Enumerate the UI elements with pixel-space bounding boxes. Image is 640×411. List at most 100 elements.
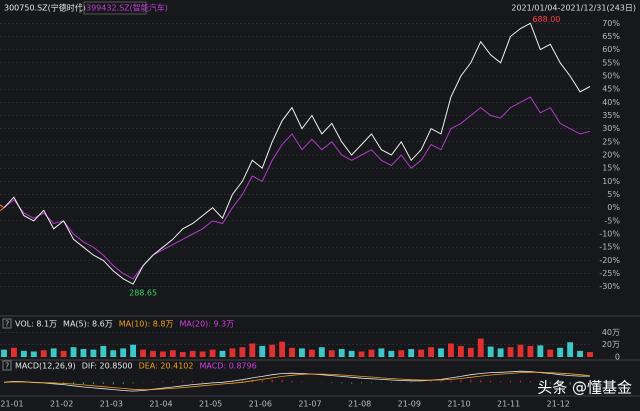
volume-bar	[239, 347, 246, 357]
y-tick-label: 45%	[602, 85, 620, 94]
volume-bar	[299, 348, 305, 357]
volume-bar	[1, 349, 7, 357]
x-tick-label: 21-12	[547, 400, 570, 409]
volume-bar	[487, 346, 494, 357]
help-mark[interactable]: ?	[5, 320, 9, 329]
low-label: 288.65	[129, 289, 157, 298]
volume-bar	[557, 347, 564, 357]
volume-bar	[398, 350, 405, 357]
x-tick-label: 21-09	[398, 400, 421, 409]
code-main: 300750.SZ(宁德时代)	[4, 3, 86, 13]
y-tick-label: 35%	[602, 111, 620, 120]
volume-bar	[517, 344, 524, 357]
x-tick-label: 21-11	[497, 400, 520, 409]
volume-bar	[249, 343, 256, 357]
y-tick-label: -20%	[599, 256, 620, 265]
volume-bar	[169, 350, 176, 357]
y-tick-label: 20%	[602, 151, 620, 160]
volume-bar	[90, 349, 97, 357]
y-tick-label: -25%	[599, 269, 620, 278]
volume-bar	[477, 338, 484, 357]
volume-bar	[507, 347, 514, 357]
series-line	[3, 22, 591, 285]
volume-bar	[438, 348, 444, 357]
volume-bar	[448, 343, 454, 357]
help-mark[interactable]: ?	[5, 362, 9, 371]
y-tick-label: -5%	[604, 216, 620, 225]
volume-bar	[259, 345, 266, 357]
volume-bar	[547, 349, 554, 357]
volume-bar	[159, 351, 166, 357]
y-tick-label: 60%	[602, 45, 620, 54]
volume-bar	[577, 350, 583, 357]
volume-bar	[229, 348, 236, 357]
x-tick-label: 21-01	[0, 400, 23, 409]
volume-bar	[289, 347, 295, 357]
y-tick-label: 65%	[602, 32, 620, 41]
volume-bar	[20, 350, 27, 357]
volume-bar	[60, 350, 67, 357]
volume-bar	[567, 342, 574, 357]
start-marker	[0, 204, 5, 212]
volume-bar	[80, 349, 87, 357]
macd-legend: DEA: 20.4102	[139, 362, 194, 371]
macd-legend: DIF: 20.8500	[82, 362, 133, 371]
volume-bar	[110, 350, 117, 357]
code-compare[interactable]: 399432.SZ(智能汽车)	[86, 3, 168, 13]
y-tick-label: 30%	[602, 124, 620, 133]
volume-bar	[140, 349, 146, 357]
series-line	[3, 96, 591, 280]
volume-bar	[179, 352, 186, 357]
date-range: 2021/01/04-2021/12/31(243日)	[511, 4, 636, 13]
y-tick-label: -15%	[599, 243, 620, 252]
volume-bar	[219, 350, 226, 357]
macd-legend: MACD(12,26,9)	[15, 362, 76, 371]
y-tick-label: -30%	[599, 282, 620, 291]
volume-bar	[537, 345, 544, 357]
high-label: 688.00	[532, 15, 560, 24]
x-tick-label: 21-03	[100, 400, 123, 409]
volume-bar	[150, 350, 156, 357]
help-icon[interactable]	[2, 360, 12, 371]
volume-bar	[11, 347, 17, 357]
y-tick-label: -10%	[599, 230, 620, 239]
x-tick-label: 21-07	[298, 400, 321, 409]
volume-bar	[130, 344, 137, 357]
volume-bar	[497, 348, 504, 357]
x-tick-label: 21-04	[149, 400, 172, 409]
volume-bar	[189, 350, 196, 357]
help-icon[interactable]	[2, 318, 12, 329]
code-box[interactable]	[83, 1, 147, 15]
volume-bar	[338, 349, 345, 357]
y-tick-label: 25%	[602, 137, 620, 146]
volume-bar	[30, 351, 37, 357]
volume-legend: MA(5): 8.6万	[63, 320, 113, 329]
y-tick-label: 40%	[602, 98, 620, 107]
volume-bar	[70, 347, 77, 357]
y-tick-label: 5%	[607, 190, 620, 199]
volume-bar	[120, 348, 127, 357]
y-tick-label: 70%	[602, 19, 620, 28]
y-tick-label: 50%	[602, 71, 620, 80]
x-tick-label: 21-02	[50, 400, 73, 409]
x-tick-label: 21-05	[199, 400, 222, 409]
volume-bar	[418, 349, 425, 357]
volume-legend: MA(20): 9.3万	[179, 320, 234, 329]
volume-bar	[527, 345, 534, 357]
volume-bar	[368, 349, 375, 357]
volume-bar	[328, 350, 335, 357]
y-tick-label: 10%	[602, 177, 620, 186]
x-tick-label: 21-08	[348, 400, 371, 409]
volume-bar	[269, 344, 276, 357]
watermark: 头条 @懂基金	[537, 379, 632, 397]
y-tick-label: 55%	[602, 58, 620, 67]
volume-legend: MA(10): 8.8万	[119, 320, 174, 329]
volume-bar	[199, 351, 206, 357]
volume-bar	[100, 345, 107, 357]
volume-bar	[279, 341, 286, 357]
volume-bar	[40, 350, 47, 357]
volume-bar	[587, 352, 593, 357]
